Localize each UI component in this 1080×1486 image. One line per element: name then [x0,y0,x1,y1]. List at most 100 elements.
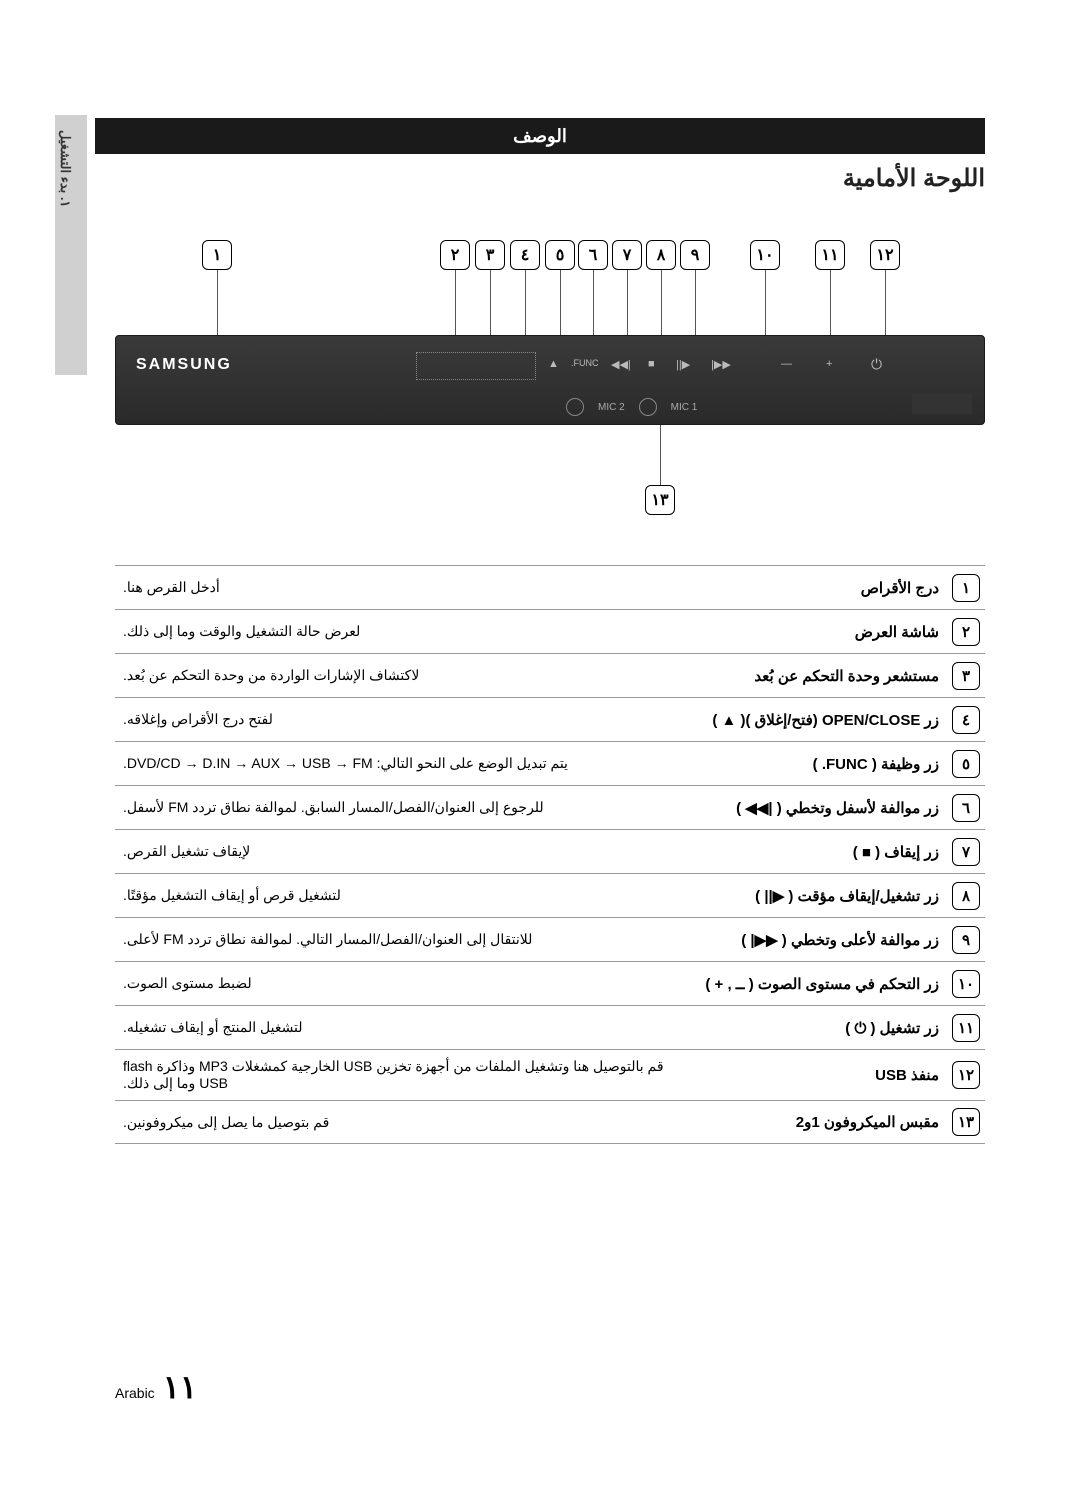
table-row: ١درج الأقراصأدخل القرص هنا. [115,565,985,609]
page-footer: ١١ Arabic [115,1368,197,1406]
eject-icon: ▲ [548,358,559,370]
row-number-box: ٨ [952,882,980,910]
row-number-box: ١ [952,574,980,602]
row-label: زر وظيفة ( FUNC. ) [677,742,947,785]
skip-back-icon: |◀◀ [611,358,631,371]
row-label: مقبس الميكروفون 1و2 [677,1101,947,1143]
row-description: لاكتشاف الإشارات الواردة من وحدة التحكم … [115,654,677,697]
row-number-box: ٩ [952,926,980,954]
mic1-label: MIC 1 [671,402,698,413]
callout-box: ١ [202,240,232,270]
device-diagram: ١٢٣٤٥٦٧٨٩١٠١١١٢ SAMSUNG ▲ FUNC. |◀◀ ■ ▶|… [115,240,985,540]
row-description: قم بالتوصيل هنا وتشغيل الملفات من أجهزة … [115,1050,677,1100]
sidebar-chapter-label: ١. بدء التشغيل [58,130,73,208]
skip-fwd-icon: ▶▶| [711,358,731,371]
row-label: زر تشغيل/إيقاف مؤقت ( ▶|| ) [677,874,947,917]
disc-tray-outline [416,352,536,380]
legend-table: ١درج الأقراصأدخل القرص هنا.٢شاشة العرضلع… [115,565,985,1144]
row-number-cell: ٤ [947,698,985,741]
row-number-box: ١١ [952,1014,980,1042]
callout-box: ٣ [475,240,505,270]
row-description: لضبط مستوى الصوت. [115,962,677,1005]
table-row: ٧زر إيقاف ( ■ )لإيقاف تشغيل القرص. [115,829,985,873]
row-number-cell: ٥ [947,742,985,785]
row-label: زر تشغيل ( ⏻ ) [677,1006,947,1049]
table-row: ٦زر موالفة لأسفل وتخطي ( |◀◀ )للرجوع إلى… [115,785,985,829]
callout-box: ٢ [440,240,470,270]
row-number-box: ٤ [952,706,980,734]
table-row: ٨زر تشغيل/إيقاف مؤقت ( ▶|| )لتشغيل قرص أ… [115,873,985,917]
table-row: ١١زر تشغيل ( ⏻ )لتشغيل المنتج أو إيقاف ت… [115,1005,985,1049]
callout-box: ٨ [646,240,676,270]
table-row: ٢شاشة العرضلعرض حالة التشغيل والوقت وما … [115,609,985,653]
row-description: لعرض حالة التشغيل والوقت وما إلى ذلك. [115,610,677,653]
brand-logo: SAMSUNG [136,356,232,374]
section-header: الوصف [95,118,985,154]
func-icon: FUNC. [571,358,599,368]
callout-13-box: ١٣ [645,485,675,515]
mic1-jack [639,398,657,416]
row-number-cell: ٦ [947,786,985,829]
row-number-box: ١٠ [952,970,980,998]
row-number-box: ٢ [952,618,980,646]
language-label: Arabic [115,1385,155,1401]
row-number-box: ٥ [952,750,980,778]
table-row: ٥زر وظيفة ( FUNC. )يتم تبديل الوضع على ا… [115,741,985,785]
page-number: ١١ [163,1368,197,1406]
callout-box: ١٢ [870,240,900,270]
table-row: ١٠زر التحكم في مستوى الصوت ( ــ , + )لضب… [115,961,985,1005]
row-description: لإيقاف تشغيل القرص. [115,830,677,873]
row-number-cell: ٧ [947,830,985,873]
device-body: SAMSUNG ▲ FUNC. |◀◀ ■ ▶|| ▶▶| — + ⏻ MIC … [115,335,985,425]
power-icon: ⏻ [871,356,882,373]
table-row: ٤زر OPEN/CLOSE (فتح/إغلاق )( ▲ )لفتح درج… [115,697,985,741]
row-label: زر موالفة لأعلى وتخطي ( ▶▶| ) [677,918,947,961]
callout-box: ٦ [578,240,608,270]
row-description: للرجوع إلى العنوان/الفصل/المسار السابق. … [115,786,677,829]
callout-box: ٥ [545,240,575,270]
row-number-cell: ٢ [947,610,985,653]
row-number-cell: ٩ [947,918,985,961]
row-label: زر موالفة لأسفل وتخطي ( |◀◀ ) [677,786,947,829]
mic2-jack [566,398,584,416]
row-number-box: ٧ [952,838,980,866]
row-label: مستشعر وحدة التحكم عن بُعد [677,654,947,697]
stop-icon: ■ [648,358,655,370]
row-label: زر OPEN/CLOSE (فتح/إغلاق )( ▲ ) [677,698,947,741]
row-number-box: ١٣ [952,1108,980,1136]
row-label: زر التحكم في مستوى الصوت ( ــ , + ) [677,962,947,1005]
table-row: ٩زر موالفة لأعلى وتخطي ( ▶▶| )للانتقال إ… [115,917,985,961]
row-number-box: ١٢ [952,1061,980,1089]
row-description: قم بتوصيل ما يصل إلى ميكروفونين. [115,1101,677,1143]
vol-minus-icon: — [781,358,792,370]
callout-row: ١٢٣٤٥٦٧٨٩١٠١١١٢ [115,240,985,280]
callout-box: ١٠ [750,240,780,270]
row-label: منفذ USB [677,1050,947,1100]
table-row: ٣مستشعر وحدة التحكم عن بُعدلاكتشاف الإشا… [115,653,985,697]
mic2-label: MIC 2 [598,402,625,413]
row-description: أدخل القرص هنا. [115,566,677,609]
page-subtitle: اللوحة الأمامية [843,164,985,193]
row-number-box: ٦ [952,794,980,822]
row-description: لفتح درج الأقراص وإغلاقه. [115,698,677,741]
play-pause-icon: ▶|| [676,358,690,371]
callout-box: ١١ [815,240,845,270]
row-number-cell: ١١ [947,1006,985,1049]
usb-port-flap [912,394,972,414]
callout-13-line [660,425,661,485]
callout-box: ٩ [680,240,710,270]
row-description: للانتقال إلى العنوان/الفصل/المسار التالي… [115,918,677,961]
row-label: شاشة العرض [677,610,947,653]
table-row: ١٣مقبس الميكروفون 1و2قم بتوصيل ما يصل إل… [115,1100,985,1144]
row-description: لتشغيل المنتج أو إيقاف تشغيله. [115,1006,677,1049]
row-number-box: ٣ [952,662,980,690]
row-number-cell: ٨ [947,874,985,917]
table-row: ١٢منفذ USBقم بالتوصيل هنا وتشغيل الملفات… [115,1049,985,1100]
row-description: يتم تبديل الوضع على النحو التالي: DVD/CD… [115,742,677,785]
row-label: زر إيقاف ( ■ ) [677,830,947,873]
row-number-cell: ٣ [947,654,985,697]
row-label: درج الأقراص [677,566,947,609]
callout-box: ٤ [510,240,540,270]
row-number-cell: ١٣ [947,1101,985,1143]
mic-row: MIC 1 MIC 2 [566,398,697,416]
